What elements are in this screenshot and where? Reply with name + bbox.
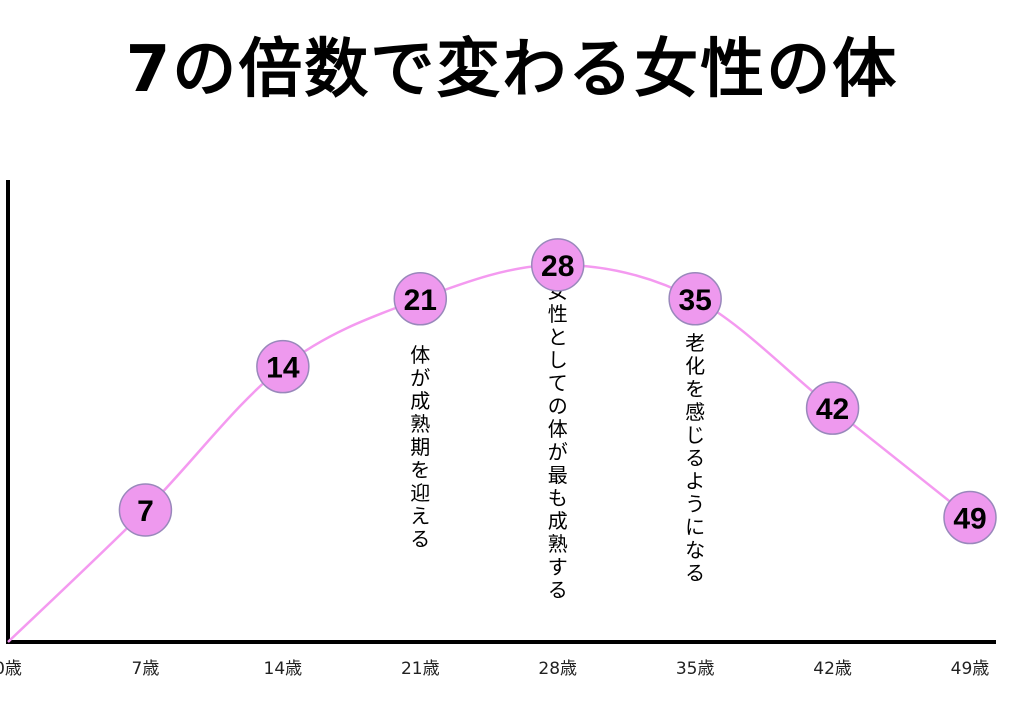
data-point-label: 7 xyxy=(137,495,154,528)
data-point-label: 28 xyxy=(541,250,574,283)
chart-curve xyxy=(7,263,971,643)
data-point-marker xyxy=(393,272,448,326)
annotation-text: 体が成熟期を迎える xyxy=(410,343,430,551)
x-tick-label: 21歳 xyxy=(401,659,440,679)
annotation-text: 女性としての体が最も成熟する xyxy=(548,279,568,602)
annotation-text: 老化を感じるようになる xyxy=(685,331,705,585)
data-point-label: 14 xyxy=(266,352,300,385)
data-point-marker xyxy=(256,339,310,394)
data-point-marker xyxy=(118,483,173,537)
data-point-marker xyxy=(530,238,585,292)
data-point-marker xyxy=(668,272,722,326)
data-point-label: 49 xyxy=(953,503,986,536)
x-tick-label: 7歳 xyxy=(132,659,160,679)
x-tick-label: 49歳 xyxy=(951,659,990,679)
x-tick-label: 28歳 xyxy=(538,659,577,679)
data-point-label: 35 xyxy=(678,284,711,317)
chart-x-ticks: 0歳 7歳 14歳 21歳 28歳 35歳 42歳 49歳 xyxy=(0,659,989,679)
data-point-marker xyxy=(943,490,997,545)
data-point-label: 42 xyxy=(816,393,849,426)
chart-annotations: 体が成熟期を迎える 女性としての体が最も成熟する 老化を感じるようになる xyxy=(410,279,705,602)
x-tick-label: 42歳 xyxy=(813,659,852,679)
chart-axes xyxy=(6,180,996,644)
x-tick-label: 35歳 xyxy=(676,659,715,679)
x-tick-label: 0歳 xyxy=(0,659,22,679)
chart-markers: 7 14 21 28 35 42 49 xyxy=(118,238,997,545)
chart-title: 7の倍数で変わる女性の体 xyxy=(125,33,899,107)
x-tick-label: 14歳 xyxy=(264,659,303,679)
data-point-label: 21 xyxy=(404,284,437,317)
data-point-marker xyxy=(805,381,860,435)
series-line xyxy=(7,263,971,643)
